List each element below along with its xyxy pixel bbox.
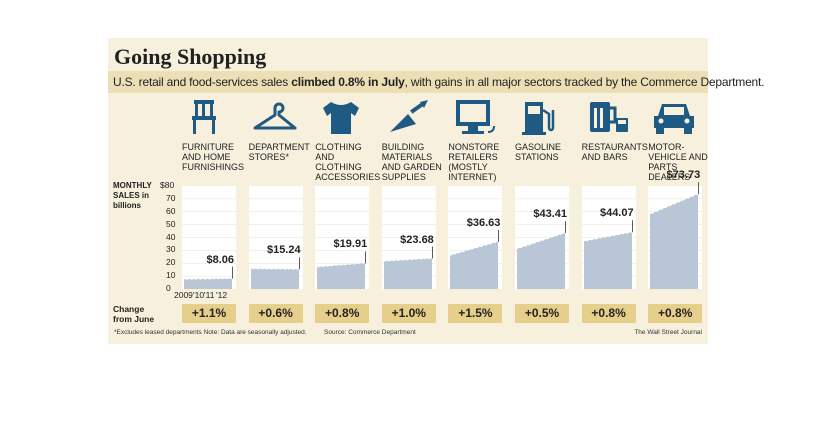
change-from-june: +0.8% — [648, 304, 703, 323]
subtitle-post: , with gains in all major sectors tracke… — [404, 75, 765, 89]
tshirt-icon — [323, 102, 360, 134]
value-label: $15.24 — [266, 244, 301, 257]
category-label: DEPARTMENT STORES* — [248, 142, 310, 162]
change-label: Change from June — [113, 304, 155, 324]
chart-subtitle: U.S. retail and food-services sales clim… — [113, 75, 764, 89]
category-label: NONSTORE RETAILERS (MOSTLY INTERNET) — [448, 142, 500, 182]
change-from-june: +1.1% — [182, 304, 236, 323]
sector-area — [317, 263, 366, 289]
chart-panel: Going Shopping U.S. retail and food-serv… — [108, 38, 764, 344]
y-tick-label: $80 — [160, 180, 175, 190]
hanger-icon — [253, 102, 297, 130]
gas-pump-icon — [522, 102, 555, 135]
sector-area — [250, 268, 299, 289]
category-label: BUILDING MATERIALS AND GARDEN SUPPLIES — [381, 142, 442, 182]
y-tick-label: 70 — [166, 192, 176, 203]
y-tick-label: 10 — [166, 270, 176, 281]
sector-area-chart — [648, 182, 703, 289]
y-tick-label: 0 — [166, 283, 171, 293]
category-label: CLOTHING AND CLOTHING ACCESSORIES — [315, 142, 381, 182]
y-tick-label: 50 — [166, 218, 176, 229]
sector-area-chart — [581, 198, 636, 289]
subtitle-pre: U.S. retail and food-services sales — [113, 75, 292, 89]
beer-mug-icon — [589, 102, 628, 132]
subtitle-bold: climbed 0.8% in July — [291, 75, 405, 89]
y-tick-label: 60 — [166, 205, 176, 216]
y-tick-label: 40 — [166, 231, 176, 242]
chair-icon — [192, 100, 216, 134]
value-label: $73.73 — [666, 169, 701, 182]
sector-area-chart — [381, 198, 436, 289]
publisher-credit: The Wall Street Journal — [634, 329, 702, 336]
car-icon — [654, 104, 695, 134]
sector-area — [517, 233, 565, 289]
value-label: $23.68 — [400, 233, 434, 246]
value-label: $43.41 — [533, 208, 567, 221]
subtitle-band: U.S. retail and food-services sales clim… — [108, 71, 764, 93]
x-tick-label: '12 — [216, 290, 228, 300]
computer-icon — [456, 100, 496, 134]
change-from-june: +0.6% — [248, 304, 303, 323]
chart-title: Going Shopping — [114, 44, 267, 69]
sector-area — [583, 232, 632, 289]
trowel-icon — [389, 100, 428, 132]
value-label: $44.07 — [599, 207, 634, 220]
sector-area — [650, 194, 699, 289]
change-from-june: +0.8% — [315, 304, 370, 323]
sector-area — [383, 258, 432, 289]
sector-area-chart — [448, 198, 503, 289]
y-tick-label: 30 — [166, 244, 176, 255]
value-label: $19.91 — [333, 238, 368, 251]
footnote: *Excludes leased departments Note: Data … — [114, 329, 307, 336]
sector-area-chart — [515, 198, 569, 289]
change-from-june: +1.0% — [381, 304, 436, 323]
category-label: GASOLINE STATIONS — [515, 142, 562, 162]
value-label: $8.06 — [206, 253, 234, 266]
value-label: $36.63 — [466, 216, 501, 229]
x-tick-label: 2009 — [174, 290, 193, 300]
source-credit: Source: Commerce Department — [324, 329, 416, 336]
sector-area-chart — [315, 198, 370, 289]
y-tick-label: 20 — [166, 257, 176, 268]
sector-area — [184, 278, 232, 289]
change-from-june: +0.8% — [581, 304, 636, 323]
change-from-june: +1.5% — [448, 304, 503, 323]
x-tick-label: '10 — [193, 290, 205, 300]
x-tick-label: '11 — [204, 290, 215, 300]
category-label: FURNITURE AND HOME FURNISHINGS — [182, 142, 245, 172]
sector-area — [450, 241, 499, 289]
sector-area-chart — [182, 198, 236, 289]
change-from-june: +0.5% — [515, 304, 569, 323]
category-label: MOTOR-VEHICLE AND PARTS DEALERS — [648, 142, 708, 182]
category-label: RESTAURANTS AND BARS — [581, 142, 648, 162]
sector-area-chart — [248, 198, 303, 289]
y-axis-label: MONTHLY SALES in billions — [113, 181, 152, 210]
